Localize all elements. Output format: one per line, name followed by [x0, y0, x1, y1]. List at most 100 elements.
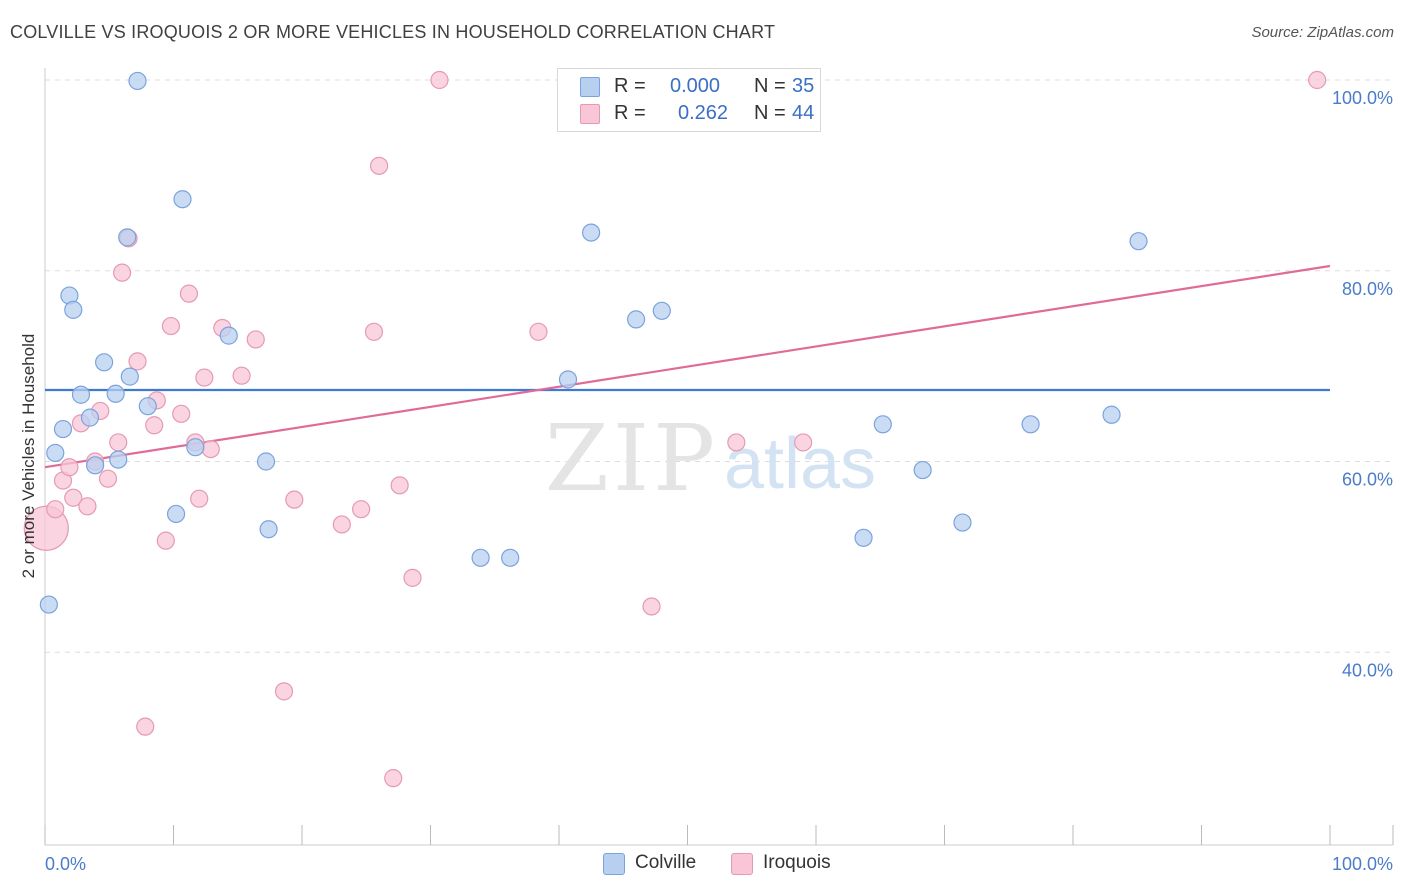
y-tick-label: 40.0%: [1342, 660, 1393, 680]
axes: [44, 68, 1394, 846]
colville-point: [186, 438, 205, 457]
colville-point: [854, 528, 873, 547]
iroquois-point: [370, 156, 389, 175]
x-tick-label: 100.0%: [1332, 854, 1393, 874]
iroquois-point: [529, 322, 548, 341]
gridlines: [45, 79, 1392, 653]
iroquois-point: [98, 469, 118, 488]
y-tick-label: 60.0%: [1342, 470, 1393, 490]
iroquois-point: [201, 440, 220, 459]
iroquois-point: [156, 531, 175, 550]
iroquois-point: [64, 488, 83, 507]
legend-n-value: 35: [792, 75, 815, 97]
iroquois-point: [332, 515, 351, 534]
colville-point: [652, 301, 671, 320]
colville-point: [558, 370, 578, 389]
colville-point: [71, 385, 91, 404]
y-tick-label: 80.0%: [1342, 279, 1393, 299]
colville-swatch: [580, 77, 600, 97]
iroquois-point: [112, 263, 132, 282]
iroquois-point: [109, 433, 128, 452]
iroquois-point: [403, 568, 422, 587]
iroquois-point: [246, 330, 265, 349]
colville-point: [80, 408, 100, 427]
y-tick-label: 100.0%: [1332, 88, 1393, 108]
legend-r-label: R =: [614, 102, 646, 124]
iroquois-points: [23, 70, 1327, 788]
colville-point: [256, 452, 276, 471]
legend-r-label: R =: [614, 75, 646, 97]
colville-point: [219, 326, 238, 345]
x-tick-label: 0.0%: [45, 854, 86, 874]
iroquois-point: [364, 322, 384, 341]
iroquois-swatch: [580, 104, 600, 124]
iroquois-point: [352, 500, 371, 519]
iroquois-point: [190, 489, 209, 508]
colville-point: [626, 310, 646, 329]
colville-point: [173, 190, 192, 209]
iroquois-point: [794, 433, 813, 452]
colville-point: [501, 548, 520, 567]
colville-point: [873, 415, 892, 434]
colville-point: [95, 353, 114, 372]
iroquois-point: [430, 70, 449, 90]
iroquois-point: [60, 458, 79, 477]
iroquois-point: [172, 404, 191, 423]
iroquois-point: [46, 500, 65, 519]
colville-point: [913, 460, 932, 480]
iroquois-point: [78, 497, 97, 516]
colville-point: [259, 520, 278, 539]
colville-point: [166, 504, 186, 524]
iroquois-swatch: [731, 853, 753, 875]
legend-colville-label: Colville: [635, 852, 697, 873]
colville-point: [471, 548, 490, 567]
colville-point: [53, 419, 73, 439]
trend-lines: [44, 264, 1331, 469]
iroquois-point: [727, 433, 746, 452]
legend-n-label: N =: [754, 75, 786, 97]
colville-point: [39, 595, 58, 614]
iroquois-point: [161, 316, 181, 336]
colville-point: [128, 71, 147, 91]
colville-swatch: [603, 853, 625, 875]
iroquois-point: [145, 416, 164, 435]
colville-point: [120, 367, 139, 386]
source-label: Source: ZipAtlas.com: [1251, 24, 1394, 41]
iroquois-point: [136, 717, 155, 736]
colville-point: [138, 397, 157, 416]
colville-points: [39, 71, 1148, 614]
iroquois-point: [232, 366, 251, 385]
colville-point: [1129, 232, 1148, 251]
colville-point: [109, 450, 128, 469]
colville-point: [953, 513, 972, 532]
iroquois-trend-line: [44, 264, 1331, 469]
iroquois-point: [195, 368, 214, 387]
colville-point: [46, 443, 65, 463]
iroquois-point: [1308, 70, 1327, 90]
iroquois-point: [274, 682, 294, 701]
legend-iroquois-label: Iroquois: [763, 852, 831, 873]
colville-point: [118, 228, 137, 247]
watermark-zip: ZIP: [545, 405, 719, 512]
correlation-legend: R = 0.000 N = 35 R = 0.262 N = 44: [557, 68, 821, 132]
iroquois-point: [642, 597, 661, 616]
tick-labels: 40.0% 60.0% 80.0% 100.0% 0.0% 100.0%: [45, 88, 1393, 874]
colville-point: [86, 456, 105, 475]
legend-n-label: N =: [754, 102, 786, 124]
iroquois-point: [128, 352, 147, 371]
y-axis-label: 2 or more Vehicles in Household: [19, 334, 38, 579]
colville-point: [1021, 415, 1040, 434]
legend-r-value: 0.262: [678, 102, 729, 124]
legend-n-value: 44: [792, 102, 815, 124]
iroquois-point: [285, 490, 304, 509]
iroquois-point: [179, 284, 199, 303]
colville-point: [582, 223, 601, 242]
legend-r-value: 0.000: [670, 75, 721, 97]
colville-point: [106, 384, 125, 403]
colville-point: [1102, 405, 1121, 424]
iroquois-point: [390, 476, 409, 495]
chart-title: COLVILLE VS IROQUOIS 2 OR MORE VEHICLES …: [10, 22, 776, 42]
iroquois-point: [384, 769, 403, 788]
watermark: ZIP atlas: [545, 405, 876, 512]
